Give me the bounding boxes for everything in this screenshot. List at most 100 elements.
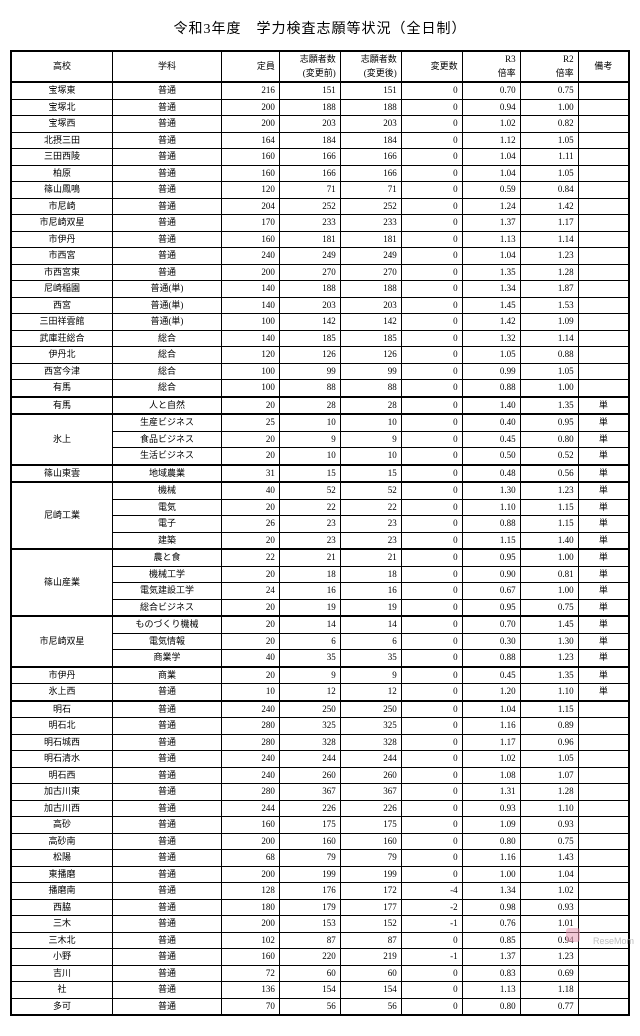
cell: 普通 — [113, 684, 222, 701]
cell — [578, 916, 629, 933]
cell: 199 — [340, 866, 401, 883]
cell — [578, 734, 629, 751]
cell: 40 — [221, 482, 279, 499]
cell: 52 — [340, 482, 401, 499]
cell: 1.20 — [462, 684, 520, 701]
cell — [578, 800, 629, 817]
cell: 0.80 — [462, 833, 520, 850]
cell: 0 — [401, 667, 462, 684]
cell: 0.89 — [520, 718, 578, 735]
cell: 普通 — [113, 965, 222, 982]
cell: 0.82 — [520, 116, 578, 133]
cell: 1.45 — [462, 297, 520, 314]
cell: 0 — [401, 431, 462, 448]
cell: 0.70 — [462, 616, 520, 633]
cell: 普通 — [113, 99, 222, 116]
cell: 0.67 — [462, 583, 520, 600]
cell: 0.80 — [520, 431, 578, 448]
cell: 宝塚北 — [11, 99, 113, 116]
cell — [578, 718, 629, 735]
cell: 240 — [221, 248, 279, 265]
cell: 普通 — [113, 817, 222, 834]
cell: 0 — [401, 165, 462, 182]
cell: 市伊丹 — [11, 667, 113, 684]
cell: 1.12 — [462, 132, 520, 149]
table-row: 有馬総合100888800.881.00 — [11, 380, 629, 397]
cell: 23 — [340, 532, 401, 549]
cell: 0.93 — [520, 899, 578, 916]
cell: 1.28 — [520, 264, 578, 281]
cell: 177 — [340, 899, 401, 916]
cell: 1.10 — [520, 800, 578, 817]
table-row: 篠山東雲地域農業31151500.480.56単 — [11, 465, 629, 483]
cell: 1.17 — [462, 734, 520, 751]
cell: 10 — [221, 684, 279, 701]
cell: 16 — [340, 583, 401, 600]
cell: 99 — [279, 363, 340, 380]
cell: 1.00 — [520, 380, 578, 397]
cell: 農と食 — [113, 549, 222, 566]
cell: 18 — [279, 566, 340, 583]
cell: ものづくり機械 — [113, 616, 222, 633]
cell: 249 — [279, 248, 340, 265]
cell: 0 — [401, 817, 462, 834]
cell: 56 — [279, 998, 340, 1015]
cell: 102 — [221, 932, 279, 949]
cell: 単 — [578, 516, 629, 533]
cell: 宝塚東 — [11, 82, 113, 99]
cell: 1.11 — [520, 149, 578, 166]
cell: 0 — [401, 397, 462, 415]
cell: 1.23 — [520, 248, 578, 265]
col-header: 学科 — [113, 51, 222, 82]
cell: 250 — [340, 701, 401, 718]
cell: 170 — [221, 215, 279, 232]
cell — [578, 116, 629, 133]
cell: 23 — [279, 516, 340, 533]
cell: 99 — [340, 363, 401, 380]
cell: 0 — [401, 566, 462, 583]
cell: 1.35 — [462, 264, 520, 281]
cell: 1.42 — [520, 198, 578, 215]
cell: 0 — [401, 215, 462, 232]
cell: 多可 — [11, 998, 113, 1015]
cell: 機械 — [113, 482, 222, 499]
cell: 1.05 — [462, 347, 520, 364]
cell — [578, 182, 629, 199]
cell: 250 — [279, 701, 340, 718]
cell: 明石 — [11, 701, 113, 718]
cell: 0.76 — [462, 916, 520, 933]
cell: 1.04 — [462, 149, 520, 166]
cell: 有馬 — [11, 380, 113, 397]
cell — [578, 82, 629, 99]
table-row: 三田祥雲館普通(単)10014214201.421.09 — [11, 314, 629, 331]
cell: 0 — [401, 751, 462, 768]
cell: 総合 — [113, 363, 222, 380]
cell: 単 — [578, 650, 629, 667]
cell — [578, 751, 629, 768]
table-row: 宝塚西普通20020320301.020.82 — [11, 116, 629, 133]
cell: 0.99 — [462, 363, 520, 380]
cell: 28 — [279, 397, 340, 415]
table-row: 多可普通70565600.800.77 — [11, 998, 629, 1015]
cell: 0 — [401, 116, 462, 133]
table-row: 高砂南普通20016016000.800.75 — [11, 833, 629, 850]
table-row: 北摂三田普通16418418401.121.05 — [11, 132, 629, 149]
cell: 普通 — [113, 833, 222, 850]
cell: 1.00 — [520, 549, 578, 566]
cell: 100 — [221, 363, 279, 380]
cell: 24 — [221, 583, 279, 600]
cell: 1.14 — [520, 330, 578, 347]
cell: 氷上西 — [11, 684, 113, 701]
cell: 0.84 — [520, 182, 578, 199]
cell: 328 — [340, 734, 401, 751]
cell: 160 — [221, 817, 279, 834]
cell: 15 — [340, 465, 401, 483]
cell: 31 — [221, 465, 279, 483]
cell: 総合 — [113, 330, 222, 347]
cell: 79 — [279, 850, 340, 867]
cell: 0.95 — [462, 549, 520, 566]
cell: 21 — [279, 549, 340, 566]
cell: 252 — [340, 198, 401, 215]
cell: 216 — [221, 82, 279, 99]
cell: 152 — [340, 916, 401, 933]
